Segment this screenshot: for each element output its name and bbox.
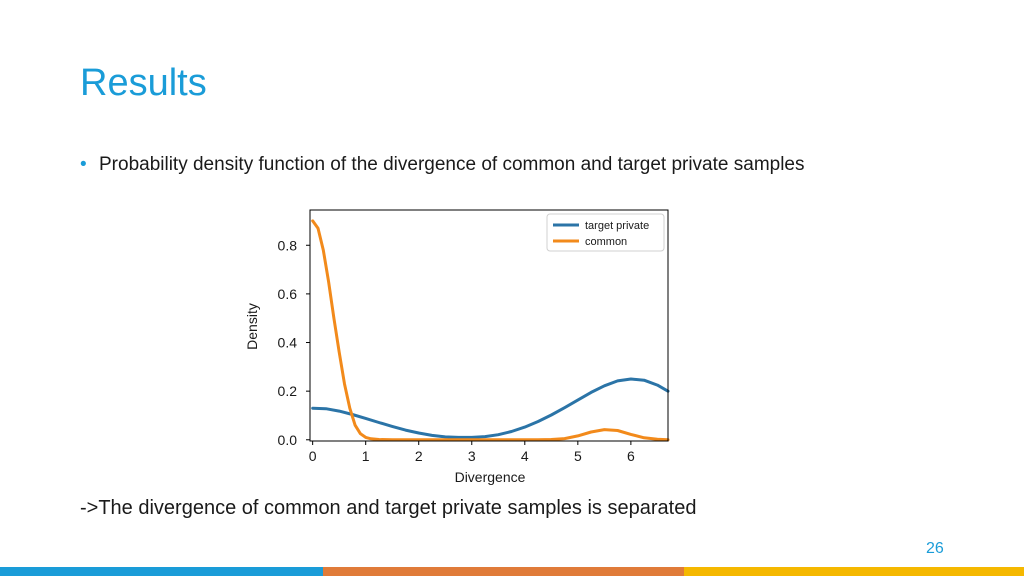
x-tick-label: 3 xyxy=(468,448,476,464)
bullet-dot-icon: • xyxy=(80,154,87,175)
y-tick-label: 0.2 xyxy=(278,383,298,399)
x-tick-label: 6 xyxy=(627,448,635,464)
series-line-target-private xyxy=(311,377,670,439)
y-tick-label: 0.6 xyxy=(278,286,298,302)
x-tick-label: 1 xyxy=(362,448,370,464)
bullet-item: • Probability density function of the di… xyxy=(80,154,910,175)
footer-segment-yellow xyxy=(684,567,1024,576)
y-tick-label: 0.0 xyxy=(278,432,298,448)
legend-entry: target private xyxy=(585,220,649,232)
x-tick-label: 4 xyxy=(521,448,529,464)
page-number: 26 xyxy=(926,540,944,557)
bullet-text: Probability density function of the dive… xyxy=(99,154,805,175)
series-line-common xyxy=(311,219,670,442)
footer-segment-blue xyxy=(0,567,323,576)
legend-entry: common xyxy=(585,236,627,248)
y-tick-label: 0.8 xyxy=(278,237,298,253)
x-tick-label: 2 xyxy=(415,448,423,464)
x-tick-label: 0 xyxy=(309,448,317,464)
x-axis-label: Divergence xyxy=(455,469,526,485)
conclusion-text: ->The divergence of common and target pr… xyxy=(80,497,697,519)
slide-title: Results xyxy=(80,62,207,104)
footer-bar xyxy=(0,567,1024,576)
x-tick-label: 5 xyxy=(574,448,582,464)
plot-frame xyxy=(309,209,669,442)
y-axis-label: Density xyxy=(244,303,260,350)
footer-segment-orange xyxy=(323,567,684,576)
y-tick-label: 0.4 xyxy=(278,335,298,351)
legend: target private common xyxy=(546,213,665,252)
